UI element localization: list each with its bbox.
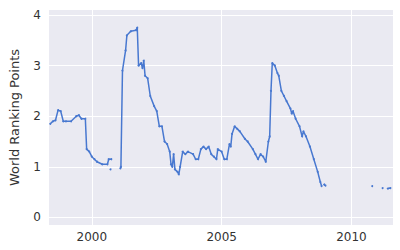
svg-text:1: 1 [33, 160, 41, 174]
svg-text:2: 2 [33, 109, 41, 123]
svg-text:World Ranking Points: World Ranking Points [7, 49, 22, 186]
svg-text:2000: 2000 [77, 230, 108, 244]
svg-text:4: 4 [33, 8, 41, 22]
svg-text:0: 0 [33, 210, 41, 224]
svg-text:2005: 2005 [206, 230, 237, 244]
svg-text:3: 3 [33, 59, 41, 73]
svg-text:2010: 2010 [336, 230, 367, 244]
